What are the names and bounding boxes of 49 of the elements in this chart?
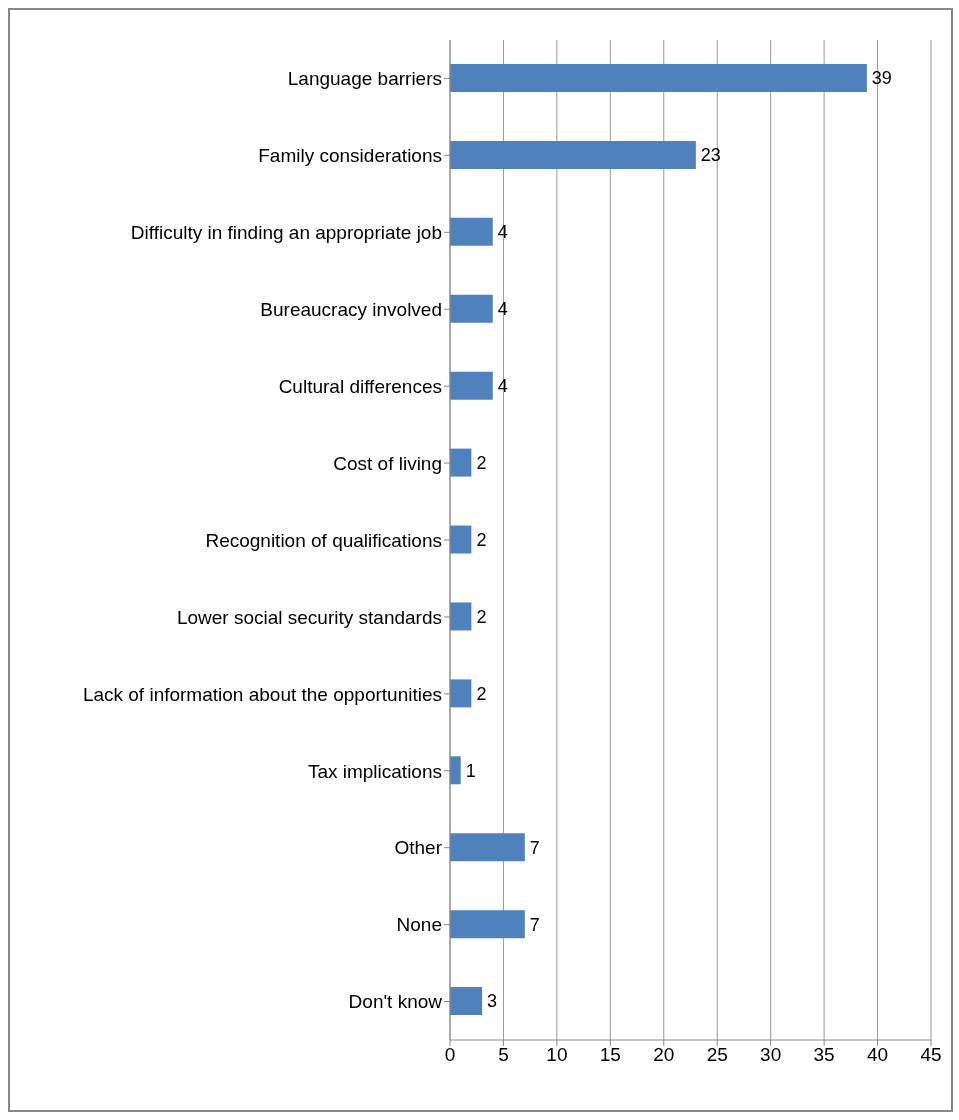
- y-tick-label: Lower social security standards: [176, 606, 442, 628]
- data-label: 23: [700, 145, 721, 166]
- bar: [450, 987, 483, 1016]
- data-label: 3: [487, 991, 498, 1012]
- x-tick-label: 45: [920, 1044, 942, 1066]
- bar: [450, 217, 493, 246]
- data-label: 2: [476, 529, 487, 550]
- bar: [450, 602, 472, 631]
- y-tick-label: Lack of information about the opportunities: [82, 683, 442, 705]
- data-label: 4: [497, 376, 508, 397]
- bar: [450, 371, 493, 400]
- data-label: 1: [465, 760, 476, 781]
- bar: [450, 294, 493, 323]
- y-tick-label: Cultural differences: [278, 375, 442, 397]
- x-tick-label: 0: [444, 1044, 456, 1066]
- bar: [450, 910, 525, 939]
- data-label: 7: [529, 914, 540, 935]
- bar: [450, 833, 525, 862]
- y-tick-label: Recognition of qualifications: [205, 529, 442, 551]
- y-tick-label: None: [396, 914, 442, 936]
- x-tick-label: 5: [498, 1044, 509, 1066]
- bar: [450, 448, 472, 477]
- x-tick-label: 10: [546, 1044, 568, 1066]
- data-label: 2: [476, 683, 487, 704]
- bar: [450, 140, 696, 169]
- y-tick-label: Family considerations: [258, 145, 442, 167]
- x-tick-label: 15: [599, 1044, 621, 1066]
- x-tick-label: 20: [653, 1044, 675, 1066]
- x-tick-label: 25: [706, 1044, 728, 1066]
- x-tick-label: 30: [760, 1044, 782, 1066]
- bar: [450, 64, 867, 92]
- data-label: 39: [871, 68, 892, 89]
- data-label: 4: [497, 222, 508, 243]
- y-tick-label: Language barriers: [287, 68, 442, 90]
- data-label: 2: [476, 606, 487, 627]
- y-tick-label: Other: [394, 837, 443, 859]
- y-tick-label: Don't know: [348, 991, 443, 1013]
- y-tick-label: Difficulty in finding an appropriate job: [130, 222, 442, 244]
- data-label: 7: [529, 837, 540, 858]
- y-tick-label: Tax implications: [307, 760, 442, 782]
- data-label: 4: [497, 299, 508, 320]
- bar: [450, 679, 472, 708]
- x-tick-label: 40: [866, 1044, 889, 1066]
- x-tick-label: 35: [813, 1044, 835, 1066]
- y-tick-label: Cost of living: [333, 452, 442, 474]
- data-label: 2: [476, 453, 487, 474]
- y-tick-label: Bureaucracy involved: [260, 298, 442, 320]
- bar: [450, 525, 472, 554]
- bar: [450, 756, 461, 785]
